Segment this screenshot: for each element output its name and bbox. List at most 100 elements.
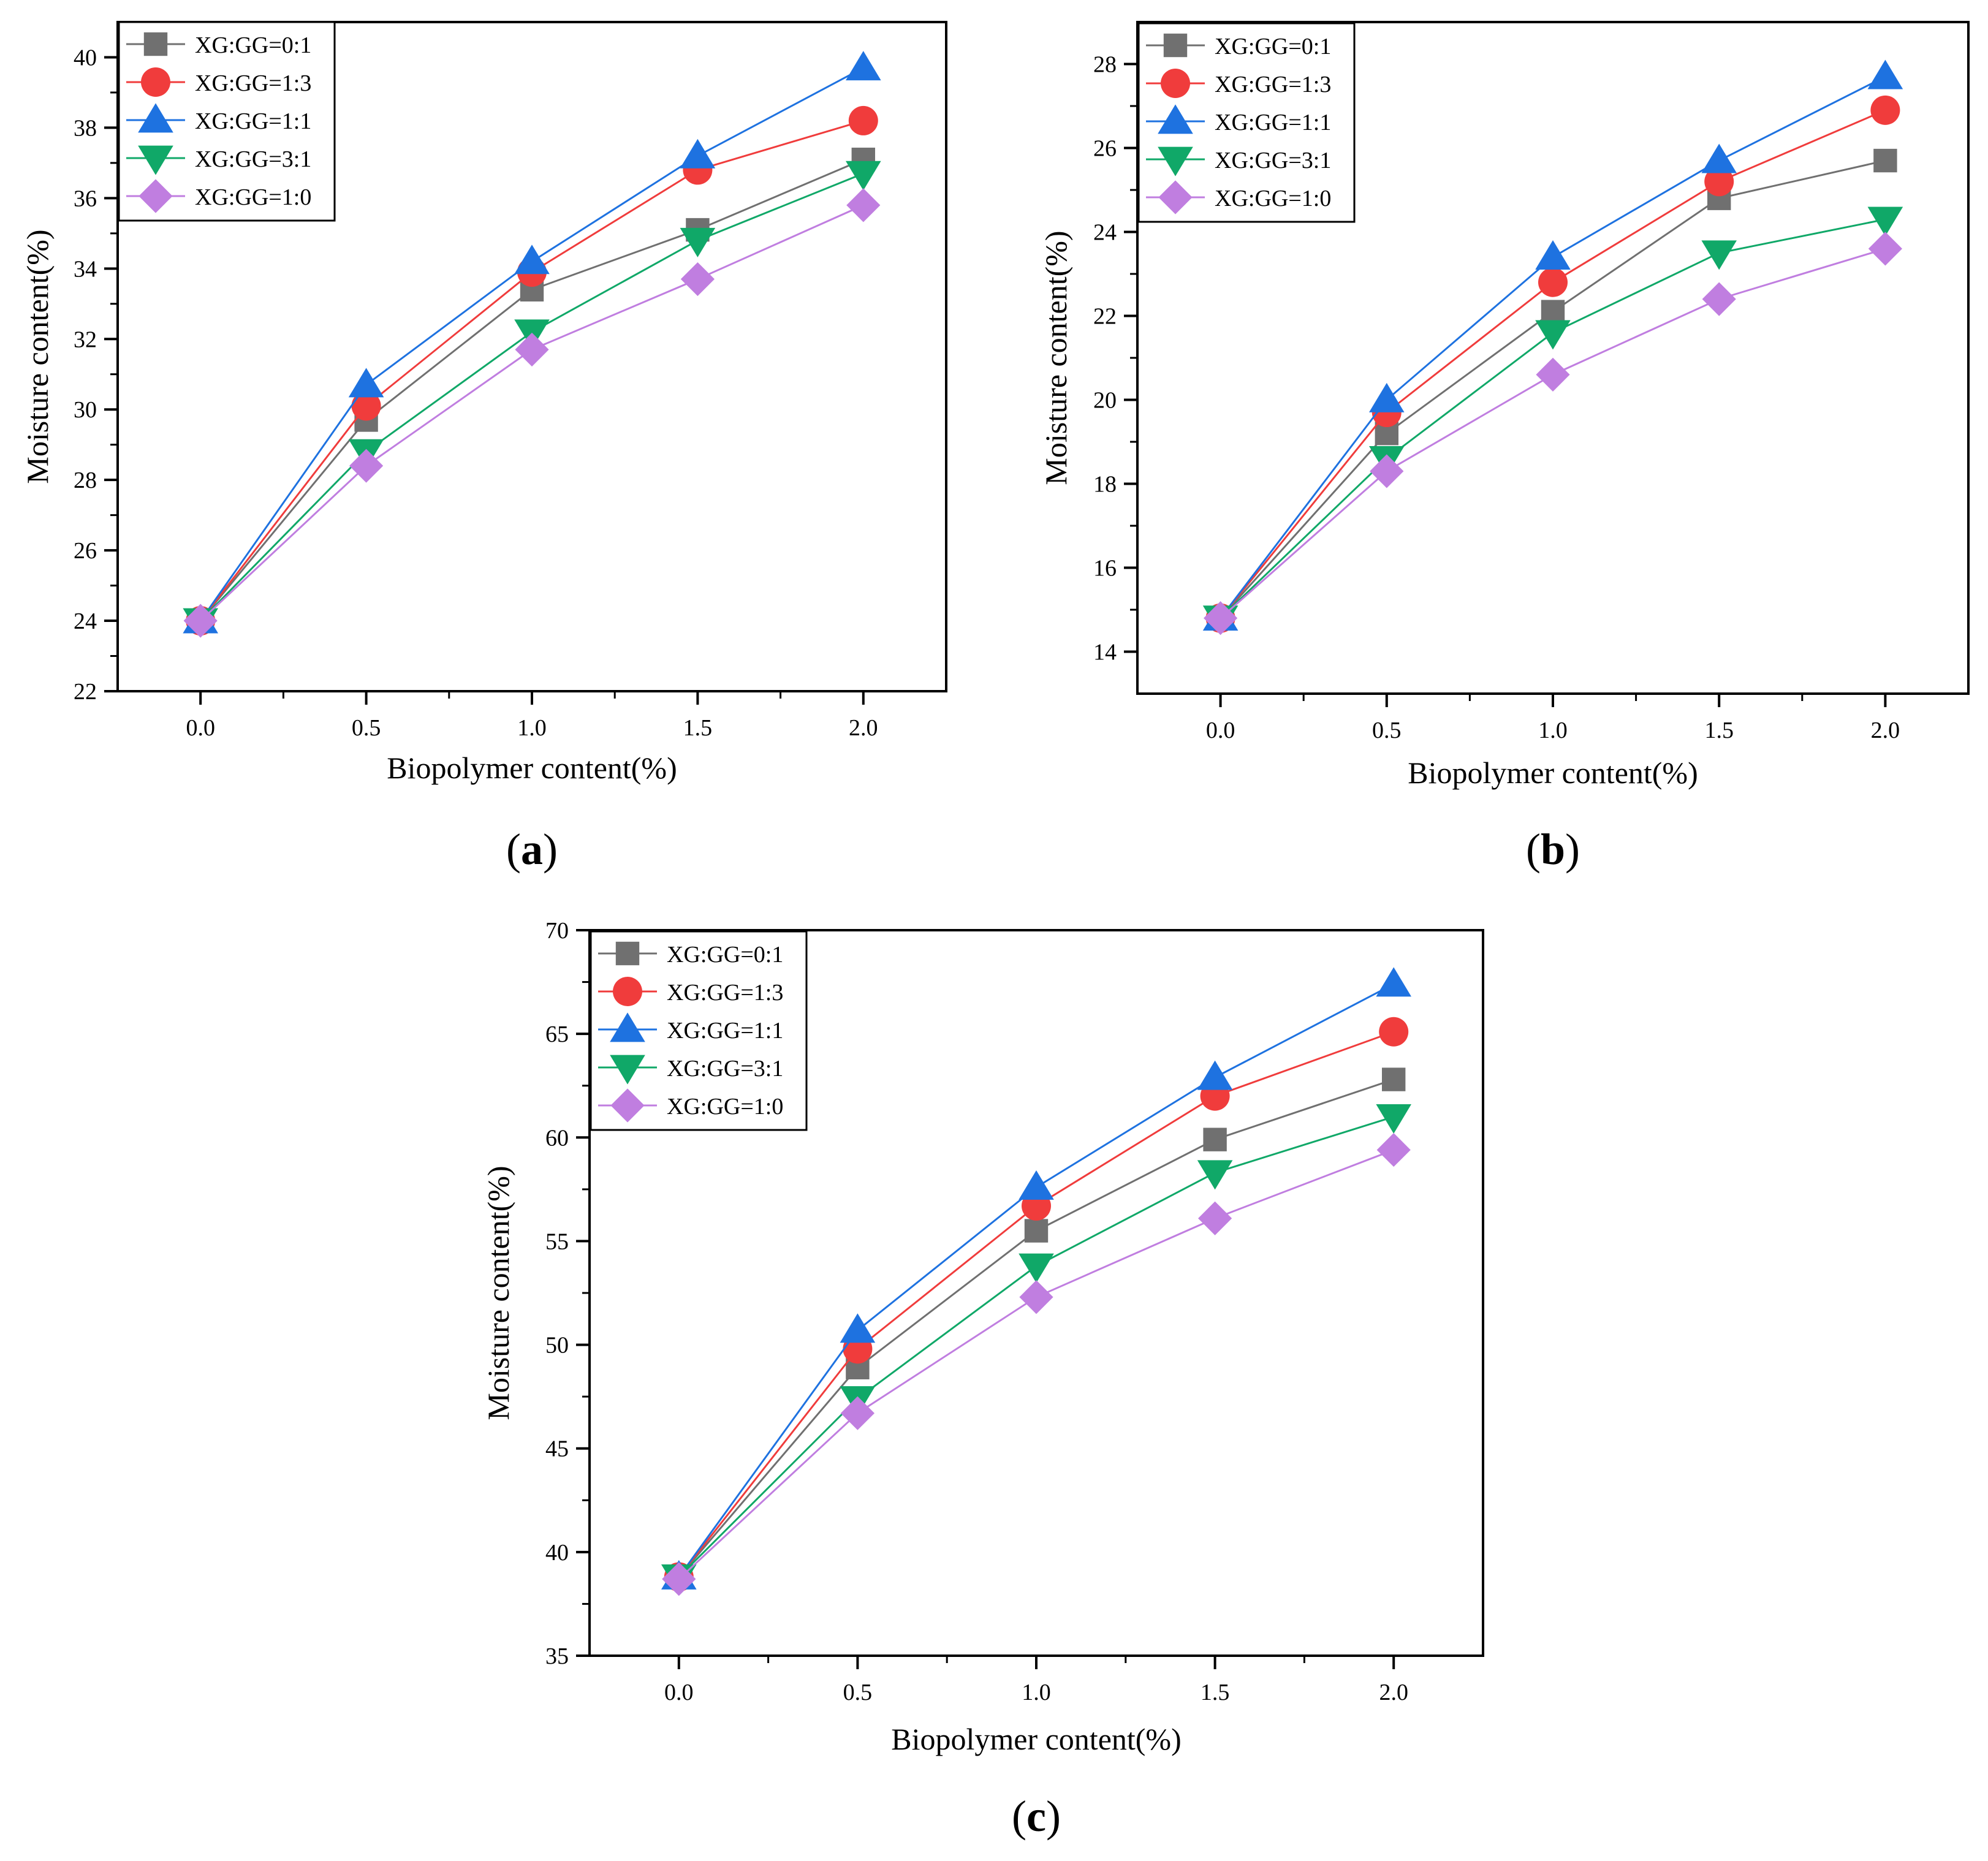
data-point — [1197, 1160, 1233, 1190]
chart-panel-b: 14 16 18 20 22 24 26 28 0.0 0.5 1.0 1.5 2.0 Biopolyme… — [1039, 21, 1970, 874]
y-tick-label: 20 — [1093, 388, 1117, 414]
data-point — [1701, 240, 1737, 270]
legend-label: XG:GG=0:1 — [1215, 34, 1331, 59]
legend: XG:GG=0:1 XG:GG=1:3 XG:GG=1:1 XG:GG=3:1 XG:G… — [1137, 22, 1356, 223]
legend-label: XG:GG=0:1 — [195, 32, 311, 58]
data-point — [1868, 232, 1902, 266]
y-tick-label: 55 — [545, 1229, 569, 1254]
series-2 — [664, 1017, 1409, 1592]
data-point — [1535, 320, 1571, 350]
data-point — [1535, 240, 1571, 270]
data-point — [1382, 1067, 1406, 1091]
data-point — [1867, 207, 1903, 237]
data-point — [680, 138, 716, 169]
y-tick-label: 65 — [545, 1021, 569, 1047]
data-point — [1870, 95, 1900, 125]
data-point — [1019, 1280, 1053, 1314]
x-tick-label: 1.0 — [1022, 1680, 1051, 1705]
legend-marker — [1161, 69, 1190, 98]
data-point — [1370, 454, 1404, 488]
series-line — [678, 1078, 1394, 1578]
data-point — [840, 1313, 876, 1343]
data-point — [662, 1562, 696, 1596]
y-tick-label: 26 — [74, 538, 97, 564]
data-point — [1376, 967, 1411, 997]
data-point — [1019, 1170, 1054, 1200]
legend-marker — [143, 32, 168, 56]
x-tick-label: 1.0 — [517, 715, 547, 741]
data-point — [1203, 1128, 1227, 1151]
y-axis-title: Moisture content(%) — [481, 1165, 515, 1420]
data-point — [1873, 148, 1897, 173]
y-tick-label: 24 — [1093, 220, 1117, 246]
legend-label: XG:GG=3:1 — [195, 146, 311, 172]
legend-label: XG:GG=1:0 — [195, 184, 311, 210]
data-point — [1538, 267, 1568, 297]
y-tick-label: 40 — [545, 1540, 569, 1566]
x-tick-label: 2.0 — [1871, 718, 1900, 743]
legend-label: XG:GG=1:0 — [667, 1094, 783, 1120]
data-point — [1379, 1017, 1409, 1047]
y-tick-label: 35 — [545, 1643, 569, 1669]
legend-marker — [615, 941, 640, 966]
y-axis-title: Moisture content(%) — [1039, 230, 1073, 485]
data-point — [848, 105, 878, 135]
y-tick-label: 22 — [1093, 304, 1117, 330]
legend-marker — [1158, 146, 1193, 176]
y-tick-label: 40 — [74, 45, 97, 70]
x-tick-label: 0.0 — [664, 1680, 694, 1705]
data-point — [680, 227, 716, 257]
chart-panel-a: 22 24 26 28 30 32 34 36 38 40 0.0 0.5 1.0 1.5 2.0 Biopo… — [20, 21, 947, 874]
legend-marker — [610, 1055, 645, 1085]
series-4 — [183, 161, 881, 638]
series-line — [200, 158, 864, 622]
series-5 — [662, 1132, 1411, 1596]
y-tick-label: 26 — [1093, 136, 1117, 162]
legend: XG:GG=0:1 XG:GG=1:3 XG:GG=1:1 XG:GG=3:1 XG:G… — [590, 930, 808, 1131]
x-tick-label: 0.0 — [1206, 718, 1235, 743]
legend-marker — [610, 1088, 645, 1123]
y-tick-label: 22 — [74, 679, 97, 705]
legend-label: XG:GG=1:3 — [667, 980, 783, 1006]
data-point — [183, 604, 218, 638]
y-axis-title: Moisture content(%) — [20, 229, 55, 483]
legend-label: XG:GG=1:3 — [195, 70, 311, 96]
x-tick-label: 0.0 — [186, 715, 215, 741]
data-point — [1369, 382, 1405, 412]
data-point — [514, 244, 550, 275]
x-tick-label: 0.5 — [843, 1680, 873, 1705]
y-tick-label: 28 — [74, 468, 97, 493]
panel-caption: (b) — [1526, 825, 1580, 874]
legend-label: XG:GG=1:3 — [1215, 72, 1331, 97]
data-point — [1197, 1060, 1233, 1090]
y-tick-label: 70 — [545, 918, 569, 944]
data-point — [1019, 1253, 1054, 1283]
data-point — [1204, 601, 1238, 635]
legend-label: XG:GG=1:0 — [1215, 186, 1331, 211]
data-point — [1024, 1219, 1049, 1243]
series-1 — [667, 1067, 1406, 1589]
legend-marker — [1158, 180, 1193, 214]
y-tick-label: 30 — [74, 397, 97, 423]
y-tick-label: 14 — [1093, 640, 1117, 665]
data-point — [1704, 167, 1734, 197]
x-axis-title: Biopolymer content(%) — [387, 751, 677, 785]
x-tick-label: 0.5 — [1372, 718, 1402, 743]
data-point — [349, 449, 384, 483]
data-point — [680, 262, 715, 297]
y-tick-label: 45 — [545, 1436, 569, 1462]
y-tick-label: 50 — [545, 1333, 569, 1359]
legend-label: XG:GG=0:1 — [667, 942, 783, 968]
legend-label: XG:GG=3:1 — [1215, 148, 1331, 173]
x-axis-title: Biopolymer content(%) — [1408, 756, 1698, 790]
data-point — [1376, 1104, 1411, 1134]
data-point — [1541, 300, 1565, 324]
data-point — [1701, 143, 1737, 173]
legend-label: XG:GG=1:1 — [195, 108, 311, 134]
legend-label: XG:GG=1:1 — [667, 1018, 783, 1044]
data-point — [348, 368, 384, 398]
chart-panel-c: 35 40 45 50 55 60 65 70 0.0 0.5 1.0 1.5 2.0 Biopolyme… — [481, 918, 1484, 1841]
panel-caption: (c) — [1012, 1792, 1061, 1841]
y-tick-label: 38 — [74, 115, 97, 141]
